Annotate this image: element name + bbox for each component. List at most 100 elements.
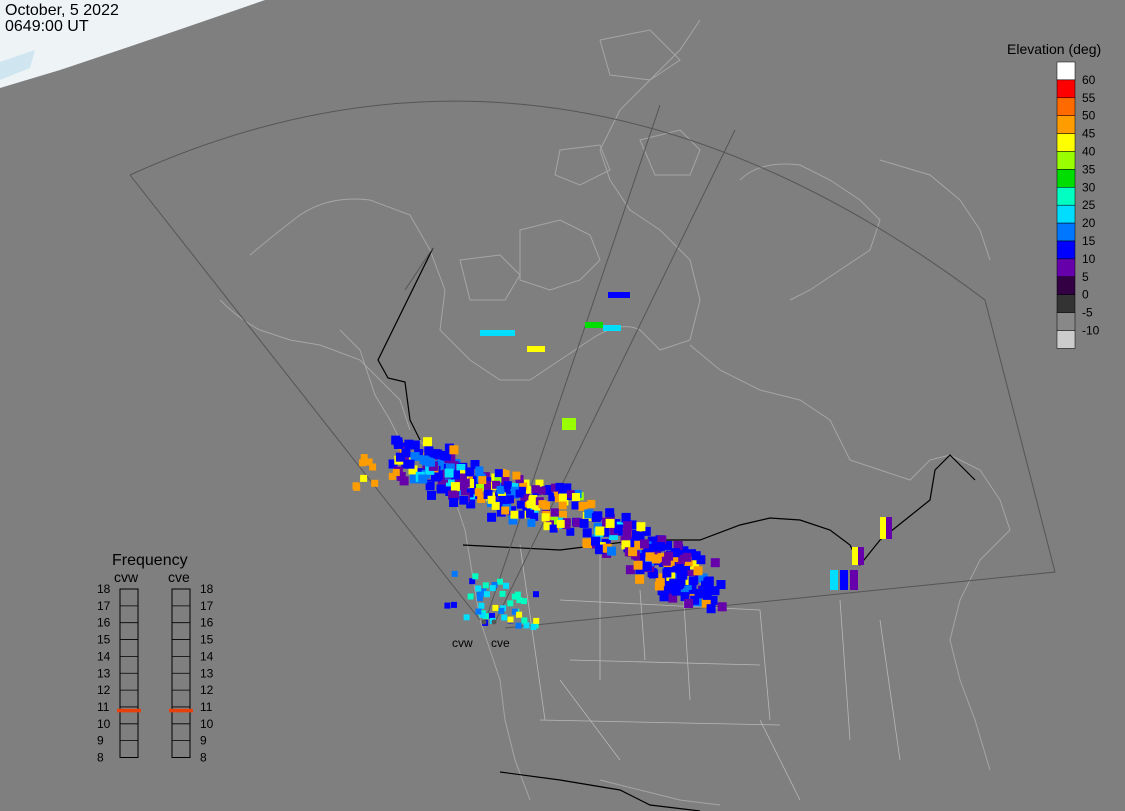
colorbar-swatch <box>1056 169 1076 188</box>
backscatter-patch <box>480 330 515 336</box>
backscatter-patch <box>840 570 848 590</box>
backscatter-cell <box>669 564 678 574</box>
cve-site-label: cve <box>491 636 510 650</box>
backscatter-cell <box>668 593 678 603</box>
backscatter-cell <box>436 484 446 494</box>
backscatter-cell <box>550 508 559 517</box>
frequency-tick-left: 16 <box>97 616 111 630</box>
backscatter-cell <box>687 584 697 594</box>
backscatter-cell <box>662 568 672 578</box>
cvw-frequency-label: cvw <box>114 569 139 585</box>
backscatter-cell <box>663 540 673 550</box>
backscatter-cell <box>657 535 667 545</box>
backscatter-cell <box>479 611 486 618</box>
colorbar-swatch <box>1056 258 1076 278</box>
backscatter-cell <box>516 510 525 519</box>
colorbar-tick-label: 45 <box>1082 127 1096 141</box>
frequency-tick-left: 10 <box>97 717 111 731</box>
backscatter-cell <box>475 585 482 592</box>
country-borders <box>377 247 976 811</box>
backscatter-cell <box>669 578 679 588</box>
backscatter-cell <box>686 570 696 580</box>
backscatter-cell <box>682 552 692 562</box>
backscatter-cell <box>512 471 521 480</box>
backscatter-cell <box>680 592 690 602</box>
colorbar-tick-label: 15 <box>1082 234 1096 248</box>
backscatter-cell <box>635 574 645 584</box>
backscatter-cell <box>633 560 643 570</box>
backscatter-cell <box>682 580 692 590</box>
backscatter-cell <box>542 486 550 495</box>
cve-site-marker <box>491 619 497 625</box>
backscatter-cell <box>444 468 454 478</box>
backscatter-cell <box>448 490 457 500</box>
backscatter-cell <box>497 578 503 585</box>
backscatter-cell <box>405 459 415 469</box>
colorbar-swatch <box>1056 312 1076 331</box>
backscatter-cell <box>614 524 624 534</box>
backscatter-cell <box>587 499 596 508</box>
backscatter-cell <box>520 493 529 502</box>
colorbar-tick-label: -10 <box>1082 324 1100 338</box>
backscatter-cell <box>550 483 559 492</box>
backscatter-cell <box>661 556 671 566</box>
backscatter-cell <box>472 573 479 580</box>
backscatter-cell <box>651 554 661 564</box>
backscatter-cell <box>675 555 685 565</box>
backscatter-cell <box>532 502 541 511</box>
backscatter-cell <box>465 467 475 477</box>
backscatter-cell <box>572 518 582 528</box>
backscatter-cell <box>578 501 588 511</box>
backscatter-cell <box>424 446 434 456</box>
backscatter-cell <box>360 474 368 482</box>
backscatter-cell <box>427 490 436 500</box>
backscatter-cell <box>502 488 512 498</box>
backscatter-cell <box>706 604 716 614</box>
backscatter-cell <box>494 474 503 483</box>
backscatter-cell <box>449 498 459 507</box>
colorbar-swatch <box>1056 151 1076 170</box>
backscatter-cell <box>426 457 436 467</box>
frequency-indicator <box>117 708 141 713</box>
colorbar-tick-label: 50 <box>1082 109 1096 123</box>
backscatter-cell <box>510 510 519 519</box>
backscatter-cell <box>548 493 557 502</box>
frequency-tick-right: 14 <box>200 649 214 663</box>
backscatter-cell <box>470 460 480 469</box>
backscatter-cell <box>514 591 521 598</box>
backscatter-cell <box>690 595 700 605</box>
backscatter-cell <box>515 489 524 498</box>
backscatter-cell <box>511 593 518 600</box>
radar-fov <box>129 100 1056 629</box>
backscatter-cell <box>533 617 540 624</box>
backscatter-cell <box>693 566 703 576</box>
backscatter-patch <box>562 418 576 430</box>
backscatter-cell <box>591 536 600 546</box>
backscatter-cell <box>474 488 483 497</box>
backscatter-cell <box>457 486 467 496</box>
backscatter-cell <box>511 486 519 495</box>
backscatter-cell <box>457 473 467 483</box>
backscatter-cell <box>445 463 455 473</box>
backscatter-cells <box>352 292 892 630</box>
backscatter-cell <box>449 445 459 455</box>
backscatter-cell <box>482 582 489 589</box>
backscatter-cell <box>451 601 457 608</box>
backscatter-cell <box>456 464 466 473</box>
backscatter-cell <box>584 509 594 519</box>
colorbar-swatch <box>1056 222 1076 242</box>
backscatter-cell <box>466 499 476 509</box>
cve-frequency-label: cve <box>168 569 190 585</box>
backscatter-cell <box>396 472 406 481</box>
backscatter-cell <box>442 451 451 461</box>
frequency-tick-left: 8 <box>97 751 104 765</box>
backscatter-cell <box>395 452 405 462</box>
backscatter-cell <box>582 528 592 538</box>
backscatter-cell <box>530 624 537 630</box>
backscatter-cell <box>641 526 651 536</box>
backscatter-cell <box>543 522 552 531</box>
backscatter-cell <box>628 547 638 557</box>
backscatter-cell <box>621 540 631 550</box>
backscatter-cell <box>642 562 652 572</box>
